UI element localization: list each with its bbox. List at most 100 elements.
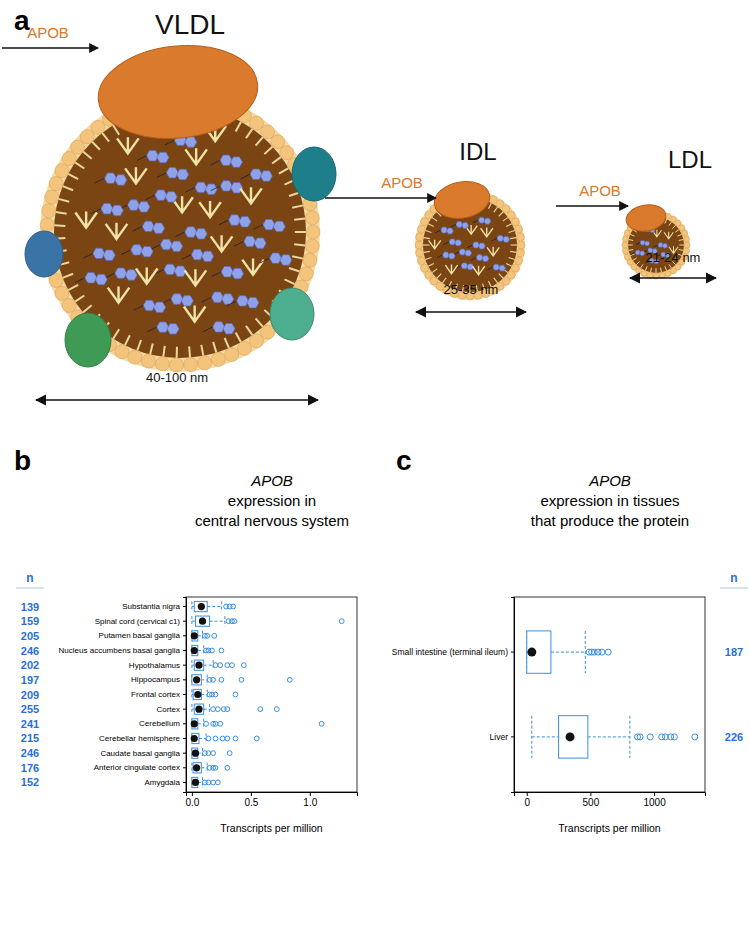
cholesterol <box>645 241 650 246</box>
tick-label: 500 <box>583 797 600 808</box>
box <box>191 733 260 743</box>
tick-mark <box>183 606 186 607</box>
median <box>195 662 202 669</box>
whisker-cap-low <box>191 660 192 670</box>
outlier <box>227 751 232 756</box>
outlier <box>206 736 211 741</box>
box <box>192 675 292 685</box>
tick-label: Nucleus accumbens basal ganglia <box>59 646 181 655</box>
outlier <box>225 736 230 741</box>
median <box>192 779 199 786</box>
lipid-head <box>416 233 424 241</box>
cholesterol <box>167 324 179 334</box>
triglyceride <box>429 240 441 249</box>
apolipoprotein <box>270 288 314 340</box>
cholesterol <box>640 240 645 245</box>
lipid-tail <box>665 266 667 270</box>
lipid-tail <box>424 238 430 239</box>
lipid-tail <box>213 342 216 353</box>
cholesterol <box>93 248 105 258</box>
cholesterol <box>165 192 177 202</box>
axis-line <box>187 793 358 797</box>
box <box>192 704 279 714</box>
lipid-tail <box>163 346 164 357</box>
tick: 500 <box>583 792 600 808</box>
outlier <box>204 721 209 726</box>
panel-a: aVLDLAPOB40-100 nmIDLAPOB25-35 nmLDLAPOB… <box>2 5 716 400</box>
whisker-high <box>204 665 213 666</box>
axis-line <box>515 793 706 797</box>
lipid-head <box>670 268 676 274</box>
tick-label: Spinal cord (cervical c1) <box>95 617 181 626</box>
lipid-tail <box>511 244 517 245</box>
median <box>194 691 201 698</box>
cholesterol <box>478 217 485 223</box>
tick-mark <box>183 635 186 636</box>
triglyceride <box>240 187 262 203</box>
panel-label: c <box>396 445 412 476</box>
outlier <box>287 677 292 682</box>
outlier <box>220 736 225 741</box>
cholesterol <box>459 249 466 255</box>
triglyceride <box>242 259 264 275</box>
box <box>191 631 217 641</box>
whisker-high <box>198 650 204 651</box>
lipid-tail <box>510 251 516 252</box>
lipid-head <box>141 354 155 368</box>
tick-label: Liver <box>490 732 509 742</box>
lipid-tail <box>499 212 504 217</box>
lipid-tail <box>68 174 78 179</box>
whisker-cap-low <box>191 704 192 714</box>
size-arrow <box>36 399 318 401</box>
lipid-tail <box>509 258 515 260</box>
cholesterol-tail <box>151 245 161 250</box>
tick-mark <box>183 694 186 695</box>
box <box>532 716 698 758</box>
protein-label: APOB <box>579 182 621 199</box>
y-axis: Small intestine (terminal ileum)Liver <box>392 598 515 793</box>
cholesterol <box>232 268 244 278</box>
lipid-tail <box>630 234 634 236</box>
apob-protein <box>94 38 263 146</box>
outlier <box>218 663 223 668</box>
cholesterol <box>456 222 463 228</box>
n-value: 209 <box>21 689 39 701</box>
lipid-tail <box>176 347 178 358</box>
cholesterol-tail <box>83 253 93 258</box>
whisker-cap-low <box>191 689 192 699</box>
lipid-tail <box>289 268 300 272</box>
tick: 1000 <box>643 792 666 808</box>
tick: 0.0 <box>185 792 199 808</box>
outlier <box>211 677 216 682</box>
cholesterol <box>147 150 159 160</box>
outlier <box>319 721 324 726</box>
cholesterol <box>171 241 183 251</box>
tick-mark <box>183 650 186 651</box>
lipid-tail <box>295 231 306 233</box>
cholesterol <box>177 169 189 179</box>
box-chart: bAPOBexpression incentral nervous system… <box>14 445 358 834</box>
tick-label: Frontal cortex <box>131 690 180 699</box>
cholesterol <box>497 235 504 241</box>
outlier <box>219 648 224 653</box>
triglyceride <box>136 267 158 283</box>
lipid-tail <box>236 122 241 132</box>
cholesterol <box>239 217 251 227</box>
triglyceride <box>117 137 139 153</box>
whisker-high <box>198 635 203 636</box>
lipid-tail <box>494 207 498 212</box>
box <box>192 777 220 787</box>
lipid-tail <box>102 133 109 142</box>
cholesterol <box>223 324 235 334</box>
outlier <box>241 663 246 668</box>
whisker-high <box>207 606 221 607</box>
lipid-head <box>303 253 317 267</box>
box <box>192 763 230 773</box>
cholesterol-tail <box>133 226 143 231</box>
cholesterol-tail <box>157 173 167 178</box>
lipid-head <box>249 334 263 348</box>
lipid-tail <box>629 249 634 251</box>
outlier <box>212 633 217 638</box>
lipid-head <box>62 151 76 165</box>
lipid-head <box>623 248 629 254</box>
